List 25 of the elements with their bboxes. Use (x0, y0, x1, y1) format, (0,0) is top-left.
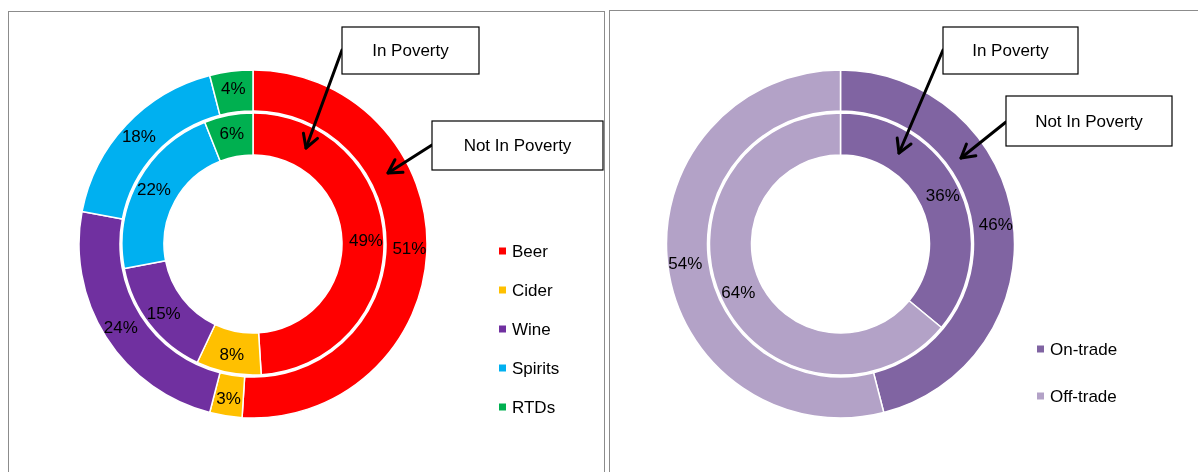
legend-label: Wine (512, 319, 551, 339)
data-label: 3% (216, 389, 241, 409)
data-label: 51% (392, 239, 427, 259)
data-label: 18% (121, 127, 156, 147)
data-label: 6% (219, 123, 245, 143)
data-label: 15% (146, 303, 181, 323)
legend-label: RTDs (512, 397, 556, 417)
text: In Poverty (372, 41, 450, 60)
data-label: 36% (925, 186, 960, 206)
data-label: 64% (721, 282, 756, 302)
legend-label: Spirits (512, 358, 560, 378)
data-label: 49% (348, 230, 383, 250)
data-label: 22% (136, 180, 171, 200)
legend-label: Beer (512, 241, 549, 261)
data-label: 46% (978, 214, 1013, 234)
text: Not In Poverty (1035, 111, 1144, 131)
data-label: 8% (219, 345, 245, 365)
legend-label: On-trade (1050, 339, 1118, 359)
legend-label: Off-trade (1050, 386, 1117, 406)
text: In Poverty (972, 41, 1050, 60)
data-label: 24% (103, 318, 138, 338)
data-label: 4% (221, 79, 246, 99)
data-label: 54% (668, 254, 703, 274)
legend-label: Cider (512, 280, 553, 300)
text: Not In Poverty (463, 136, 572, 155)
